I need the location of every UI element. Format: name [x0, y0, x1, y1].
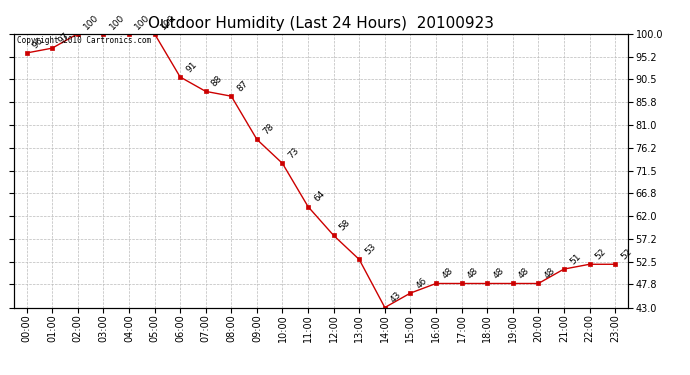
Text: 48: 48 [491, 266, 506, 281]
Text: 46: 46 [415, 276, 429, 290]
Text: 100: 100 [159, 12, 177, 31]
Text: Copyright 2010 Cartronics.com: Copyright 2010 Cartronics.com [17, 36, 151, 45]
Text: 64: 64 [312, 189, 326, 204]
Text: 48: 48 [466, 266, 480, 281]
Text: 51: 51 [568, 252, 582, 266]
Text: 48: 48 [517, 266, 531, 281]
Text: 97: 97 [57, 31, 71, 45]
Text: 78: 78 [261, 122, 275, 136]
Text: 88: 88 [210, 74, 224, 88]
Text: 100: 100 [108, 12, 126, 31]
Text: 96: 96 [31, 36, 46, 50]
Text: 53: 53 [364, 242, 378, 257]
Text: 58: 58 [338, 218, 353, 232]
Text: 100: 100 [82, 12, 101, 31]
Text: 52: 52 [593, 247, 608, 261]
Text: 87: 87 [235, 79, 250, 93]
Text: 43: 43 [389, 290, 404, 305]
Text: 48: 48 [542, 266, 557, 281]
Text: 73: 73 [286, 146, 301, 160]
Text: 48: 48 [440, 266, 455, 281]
Text: 52: 52 [619, 247, 633, 261]
Title: Outdoor Humidity (Last 24 Hours)  20100923: Outdoor Humidity (Last 24 Hours) 2010092… [148, 16, 494, 31]
Text: 91: 91 [184, 60, 199, 74]
Text: 100: 100 [133, 12, 152, 31]
